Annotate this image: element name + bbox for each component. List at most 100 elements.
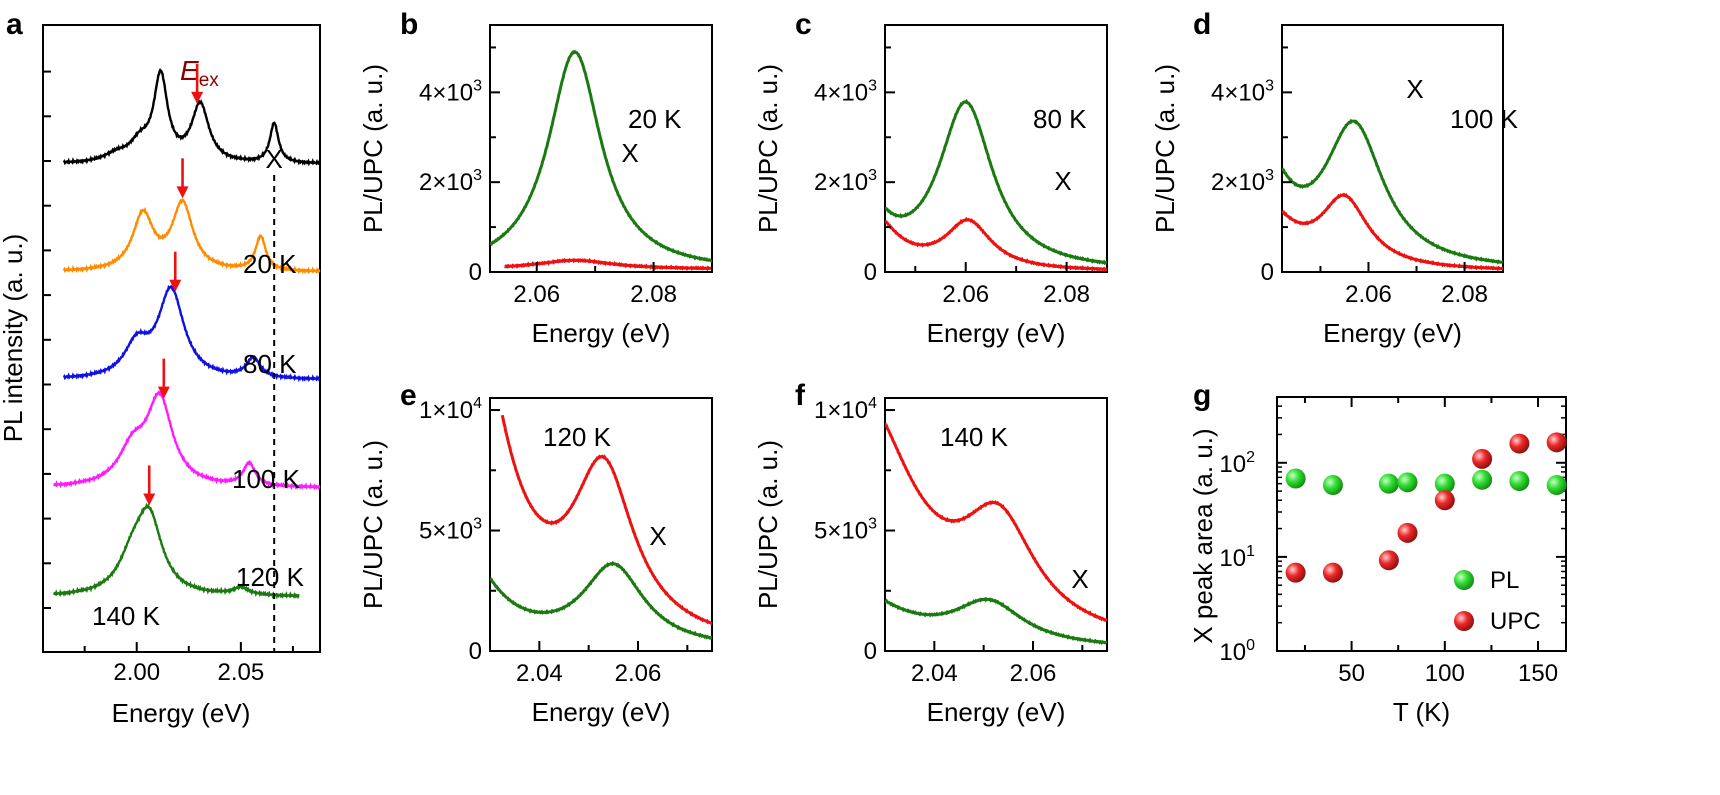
excitation-arrow-orange	[176, 158, 189, 199]
panel-d-xtick-label: 2.08	[1441, 281, 1488, 308]
panel-f-ytick-label: 1×104	[814, 395, 877, 424]
panel-d-ylabel: PL/UPC (a. u.)	[1150, 64, 1180, 233]
panel-c-ytick-label: 0	[864, 259, 877, 286]
panel-e-xlabel: Energy (eV)	[532, 697, 671, 727]
panel-g-pl-point	[1546, 475, 1567, 496]
panel-letter-a: a	[6, 8, 23, 41]
panel-g-upc-point	[1472, 448, 1493, 469]
panel-g-pl-point	[1378, 473, 1399, 494]
panel-f-curves	[885, 422, 1107, 645]
panel-e-exciton-label: X	[649, 521, 666, 551]
panel-c-xtick-label: 2.06	[942, 281, 989, 308]
panel-c-upc-line	[885, 216, 1107, 272]
temp-label-140k: 140 K	[92, 601, 161, 631]
panel-g-points	[1285, 432, 1567, 583]
panel-e-xtick-label: 2.04	[516, 660, 563, 687]
panel-c-pl-line	[885, 98, 1107, 266]
panel-e-curves	[490, 414, 712, 640]
panel-c-curves	[885, 98, 1107, 272]
legend-pl-label: PL	[1490, 567, 1519, 594]
panel-d-temp-label: 100 K	[1450, 104, 1519, 134]
panel-letter-d: d	[1193, 8, 1211, 41]
panel-g-ytick-label: 101	[1219, 543, 1255, 572]
panel-c-temp-label: 80 K	[1033, 104, 1087, 134]
panel-g-legend: PL UPC	[1454, 567, 1541, 635]
panel-e-ylabel: PL/UPC (a. u.)	[358, 440, 388, 609]
exciton-label-a: X	[266, 144, 283, 174]
panel-f-upc-line	[885, 422, 1107, 622]
panel-g-pl-point	[1285, 468, 1306, 489]
panel-b-ytick-label: 2×103	[419, 167, 482, 196]
panel-a-arrows	[143, 63, 204, 506]
panel-d-upc-line	[1282, 192, 1503, 272]
panel-f-xtick-label: 2.04	[911, 660, 958, 687]
panel-d-xlabel: Energy (eV)	[1323, 318, 1462, 348]
excitation-arrow-magenta	[157, 358, 170, 399]
panel-g-ylabel: X peak area (a. u.)	[1188, 428, 1218, 643]
panel-g-ytick-label: 102	[1219, 449, 1255, 478]
panels-b-to-f: b 2.06 2.08 0 2×103 4×103 Energy (eV) PL/UPC (a…	[358, 8, 1519, 727]
panel-c-xlabel: Energy (eV)	[927, 318, 1066, 348]
panel-b-xtick-label: 2.06	[513, 281, 560, 308]
panel-a: a 2.00 2.05 X Eex 20 K 80 K 100 K 120 K 1…	[0, 8, 321, 728]
panel-b: b 2.06 2.08 0 2×103 4×103 Energy (eV) PL/UPC (a…	[358, 8, 713, 348]
panel-c-frame	[884, 24, 1108, 273]
panel-f-temp-label: 140 K	[940, 422, 1009, 452]
spectrum-black	[62, 68, 321, 167]
panel-f-xtick-label: 2.06	[1010, 660, 1057, 687]
panel-b-ylabel: PL/UPC (a. u.)	[358, 64, 388, 233]
panel-letter-c: c	[795, 8, 812, 41]
panel-d: d 2.06 2.08 0 2×103 4×103 Energy (eV) PL/UPC (a…	[1150, 8, 1519, 348]
panel-g-upc-point	[1285, 562, 1306, 583]
spectrum-magenta	[53, 390, 321, 491]
eex-label: Eex	[180, 55, 219, 91]
panel-d-ytick-label: 4×103	[1211, 77, 1274, 106]
panel-f-pl-line	[885, 597, 1107, 645]
panel-e-ytick-label: 1×104	[419, 395, 482, 424]
spectrum-green	[53, 502, 300, 600]
panel-d-curves	[1282, 119, 1503, 272]
panel-g-ytick-label: 100	[1219, 637, 1255, 666]
spectrum-blue	[62, 284, 321, 383]
panel-a-xtick-label: 2.00	[113, 659, 160, 686]
panel-e: e 2.04 2.06 0 5×103 1×104 Energy (eV) PL/UPC (a…	[358, 379, 713, 727]
panel-g-upc-point	[1378, 550, 1399, 571]
legend-upc-label: UPC	[1490, 608, 1541, 635]
spectrum-orange	[62, 198, 321, 275]
panel-b-frame	[489, 24, 713, 273]
excitation-arrow-black	[191, 63, 204, 104]
panel-g-pl-point	[1434, 473, 1455, 494]
panel-a-frame	[42, 24, 321, 653]
panel-g-upc-point	[1546, 432, 1567, 453]
panel-f-exciton-label: X	[1071, 564, 1088, 594]
panel-f-frame	[884, 397, 1108, 652]
panel-letter-b: b	[400, 8, 418, 41]
panel-a-curves	[53, 68, 321, 600]
panel-c-ytick-label: 2×103	[814, 167, 877, 196]
panel-f: f 2.04 2.06 0 5×103 1×104 Energy (eV) PL/UPC (a…	[753, 379, 1108, 727]
panel-d-frame	[1281, 24, 1504, 273]
panel-g: g 50 100 150 100 101 102 PL UPC T (K) X peak area …	[1188, 379, 1567, 727]
panel-d-ytick-label: 2×103	[1211, 167, 1274, 196]
panel-e-temp-label: 120 K	[543, 422, 612, 452]
panel-letter-e: e	[400, 379, 417, 412]
panel-g-upc-point	[1322, 562, 1343, 583]
temp-label-80k: 80 K	[243, 349, 297, 379]
panel-a-xticks: 2.00 2.05	[83, 642, 294, 686]
legend-upc-marker	[1454, 611, 1474, 631]
legend-pl-marker	[1454, 570, 1474, 590]
panel-g-upc-point	[1397, 522, 1418, 543]
panel-d-ytick-label: 0	[1261, 259, 1274, 286]
panel-f-ytick-label: 5×103	[814, 516, 877, 545]
panel-b-xtick-label: 2.08	[630, 281, 677, 308]
panel-d-pl-line	[1282, 119, 1503, 265]
panel-c-xtick-label: 2.08	[1043, 281, 1090, 308]
panel-b-xlabel: Energy (eV)	[532, 318, 671, 348]
panel-letter-g: g	[1193, 379, 1211, 412]
temp-label-100k: 100 K	[232, 464, 301, 494]
panel-e-ytick-label: 0	[469, 638, 482, 665]
panel-e-ytick-label: 5×103	[419, 516, 482, 545]
panel-e-frame	[489, 397, 713, 652]
panel-b-upc-line	[504, 257, 712, 272]
